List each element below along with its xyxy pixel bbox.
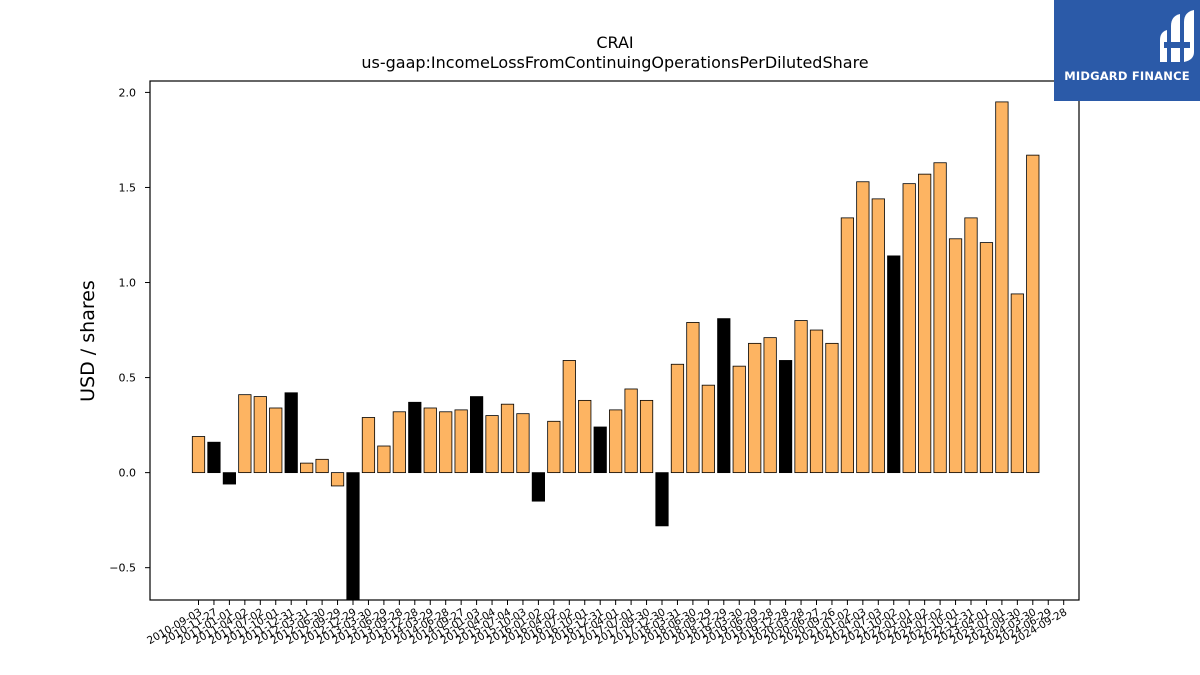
bar [809,329,824,474]
bar [655,472,669,527]
bar [191,436,206,474]
bar [207,441,221,474]
bar [1026,154,1040,474]
bar [454,409,468,474]
bar [222,472,236,485]
bar [377,445,391,474]
bar [361,417,376,474]
bar [686,322,700,474]
chart-title: CRAI [596,33,633,52]
bar [423,407,437,474]
bar [918,173,932,474]
y-tick-label: −0.5 [109,562,136,575]
bar [609,409,623,474]
bar [779,360,793,474]
bar [516,413,530,474]
bar [995,101,1009,474]
brand-logo-mark-icon [1160,10,1194,62]
bar [794,320,808,474]
bar [933,162,947,474]
bar [392,411,406,474]
bar [315,458,329,474]
plot-frame [149,80,1080,601]
bar [1010,293,1024,474]
bar [670,363,685,474]
bar [856,181,870,474]
y-axis-label: USD / shares [77,280,99,402]
bar [763,337,777,474]
bar [887,255,901,474]
x-axis-ticks: 2010-09-032010-11-272011-01-012011-04-02… [145,600,1069,647]
bar [562,360,576,474]
bar [330,472,345,487]
bar [253,396,267,474]
bar [593,426,607,474]
bar [979,242,994,474]
bar [639,399,654,474]
bar [902,183,916,474]
bar [825,342,839,474]
bar [485,415,499,474]
y-tick-label: 1.0 [119,277,137,290]
bar [346,472,360,600]
bar [284,392,298,474]
y-tick-label: 0.5 [119,372,137,385]
chart-subtitle: us-gaap:IncomeLossFromContinuingOperatio… [361,53,868,72]
bar [531,472,546,502]
bar [269,407,283,474]
bar [871,198,885,474]
bar [701,384,715,474]
bar [624,388,638,474]
brand-name: MIDGARD FINANCE [1064,69,1190,83]
bar [748,342,762,474]
bars-group [191,101,1040,600]
bar [717,318,731,474]
bar [547,420,561,474]
bar [732,365,746,474]
bar [500,403,515,474]
y-axis-ticks: −0.5 0.0 0.5 1.0 1.5 2.0 [109,86,150,575]
bar [840,217,855,474]
brand-logo: MIDGARD FINANCE [1054,0,1200,101]
y-tick-label: 2.0 [119,86,137,99]
bar [408,401,422,474]
bar [578,399,592,474]
y-tick-label: 0.0 [119,467,137,480]
bar [964,217,978,474]
bar [439,411,453,474]
bar [238,394,252,474]
bar [948,238,963,474]
y-tick-label: 1.5 [119,181,137,194]
bar [469,396,484,474]
bar [300,462,314,474]
